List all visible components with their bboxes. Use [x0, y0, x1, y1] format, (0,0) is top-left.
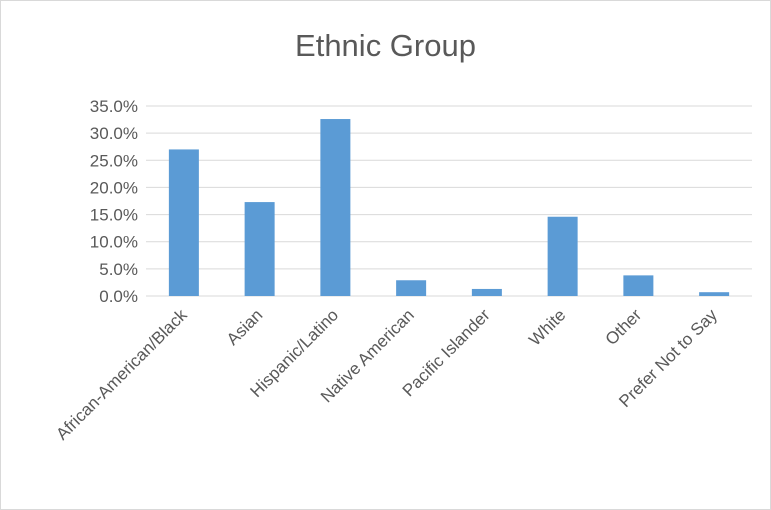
x-category-label: White	[525, 305, 569, 349]
x-category-label: African-American/Black	[52, 305, 191, 444]
bar	[244, 202, 275, 296]
y-tick-label: 20.0%	[90, 178, 138, 197]
bar	[623, 275, 654, 296]
y-tick-label: 0.0%	[99, 287, 138, 306]
bar	[471, 288, 502, 296]
bar	[547, 216, 578, 296]
bar	[396, 280, 427, 296]
bar	[320, 119, 351, 297]
bar	[168, 149, 199, 296]
chart-title: Ethnic Group	[295, 28, 476, 63]
y-tick-label: 10.0%	[90, 233, 138, 252]
x-category-label: Other	[602, 305, 646, 349]
bar	[699, 292, 730, 296]
y-tick-label: 35.0%	[90, 97, 138, 116]
y-tick-label: 5.0%	[99, 260, 138, 279]
y-tick-label: 30.0%	[90, 124, 138, 143]
x-category-label: Asian	[223, 305, 267, 349]
y-tick-label: 25.0%	[90, 151, 138, 170]
y-tick-label: 15.0%	[90, 206, 138, 225]
